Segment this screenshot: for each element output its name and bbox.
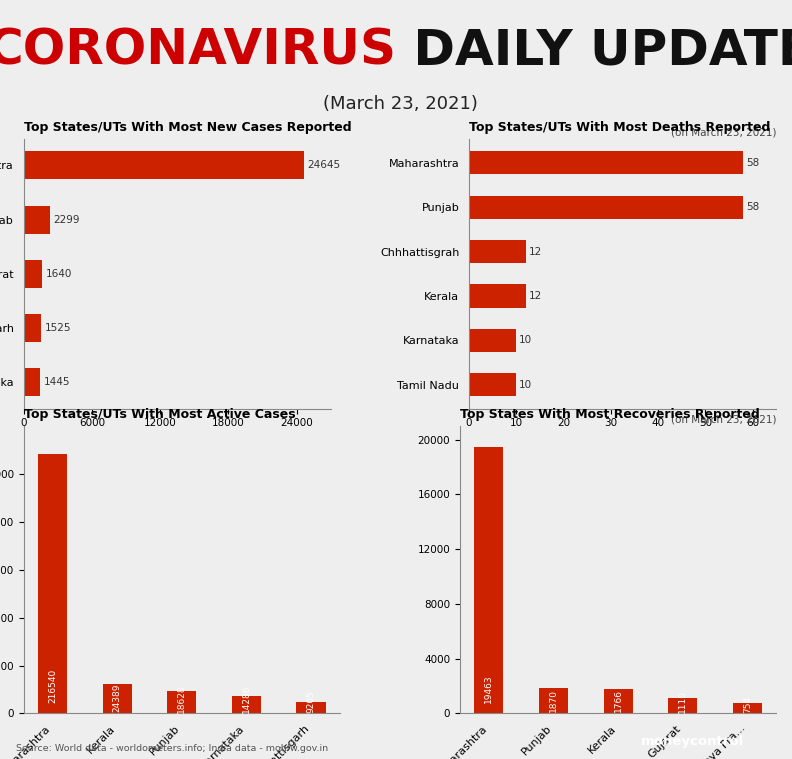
Text: 1870: 1870 xyxy=(549,689,558,713)
Bar xyxy=(469,373,516,396)
Text: 9205: 9205 xyxy=(307,690,315,713)
Bar xyxy=(469,285,526,307)
Text: DAILY UPDATE: DAILY UPDATE xyxy=(396,27,792,74)
Text: (on March 23, 2021): (on March 23, 2021) xyxy=(671,128,776,137)
Bar xyxy=(167,691,196,713)
Text: (on March 23, 2021): (on March 23, 2021) xyxy=(671,414,776,424)
Bar xyxy=(539,688,568,713)
Bar xyxy=(469,329,516,352)
Bar xyxy=(24,368,40,396)
Bar xyxy=(24,151,304,179)
Text: 18628: 18628 xyxy=(177,684,186,713)
Bar xyxy=(469,151,743,175)
Text: (March 23, 2021): (March 23, 2021) xyxy=(322,95,478,113)
Text: 24645: 24645 xyxy=(307,160,341,171)
Text: Top States/UTs With Most Deaths Reported: Top States/UTs With Most Deaths Reported xyxy=(469,121,771,134)
Text: 14286: 14286 xyxy=(242,685,251,713)
Text: 1110: 1110 xyxy=(678,690,687,713)
Text: 1766: 1766 xyxy=(614,689,623,713)
Text: 19463: 19463 xyxy=(485,674,493,703)
Text: 1640: 1640 xyxy=(46,269,72,279)
Bar xyxy=(474,447,504,713)
Text: 2299: 2299 xyxy=(53,215,80,225)
Bar xyxy=(668,698,697,713)
Text: 12: 12 xyxy=(528,247,542,257)
Bar xyxy=(38,454,67,713)
Text: 24389: 24389 xyxy=(112,684,122,712)
Text: 1525: 1525 xyxy=(44,323,71,333)
Text: Source: World data - worldometers.info; India data - mohfw.gov.in: Source: World data - worldometers.info; … xyxy=(16,744,328,753)
Bar xyxy=(24,206,50,234)
Text: 1445: 1445 xyxy=(44,377,70,387)
Text: moneycontrol: moneycontrol xyxy=(642,735,744,748)
Text: CORONAVIRUS: CORONAVIRUS xyxy=(0,27,396,74)
Bar xyxy=(232,696,261,713)
Bar xyxy=(469,196,743,219)
Text: 754: 754 xyxy=(743,696,752,713)
Text: 10: 10 xyxy=(519,380,532,390)
Bar xyxy=(733,703,762,713)
Bar xyxy=(469,240,526,263)
Text: Top States/UTs With Most New Cases Reported: Top States/UTs With Most New Cases Repor… xyxy=(24,121,352,134)
Bar xyxy=(604,689,633,713)
Bar xyxy=(296,702,326,713)
Text: 10: 10 xyxy=(519,335,532,345)
Bar xyxy=(103,685,131,713)
Text: 58: 58 xyxy=(746,158,760,168)
Text: Top States With Most Recoveries Reported: Top States With Most Recoveries Reported xyxy=(460,408,760,420)
Text: 12: 12 xyxy=(528,291,542,301)
Bar xyxy=(24,314,41,342)
Text: 58: 58 xyxy=(746,202,760,213)
Bar xyxy=(24,260,43,288)
Text: Top States/UTs With Most Active Cases: Top States/UTs With Most Active Cases xyxy=(24,408,295,420)
Text: 216540: 216540 xyxy=(48,669,57,703)
